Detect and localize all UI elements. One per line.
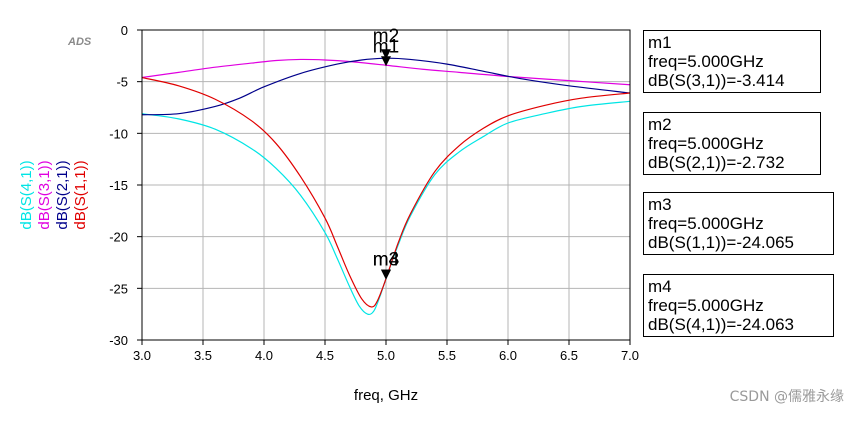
y-tick-label: -15 bbox=[109, 178, 128, 193]
marker-m2-freq: freq=5.000GHz bbox=[648, 134, 764, 153]
marker-m2-value: dB(S(2,1))=-2.732 bbox=[648, 153, 785, 172]
watermark: CSDN @儒雅永缘 bbox=[729, 389, 844, 405]
marker-m4-freq: freq=5.000GHz bbox=[648, 296, 764, 315]
series-line-db-s-2-1 bbox=[141, 57, 631, 116]
marker-triangle-m1 bbox=[381, 56, 391, 67]
series-line-db-s-1-1 bbox=[141, 76, 631, 308]
y-axis-label: dB(S(4,1)) bbox=[18, 160, 35, 229]
marker-box-m3: m3 freq=5.000GHz dB(S(1,1))=-24.065 bbox=[643, 192, 834, 255]
x-tick-label: 3.5 bbox=[194, 348, 212, 363]
y-axis-label: dB(S(2,1)) bbox=[54, 160, 71, 229]
x-tick-label: 6.5 bbox=[560, 348, 578, 363]
marker-m2-name: m2 bbox=[648, 115, 672, 134]
marker-label-m3: m3 bbox=[373, 250, 399, 271]
x-tick-label: 4.0 bbox=[255, 348, 273, 363]
marker-m3-freq: freq=5.000GHz bbox=[648, 214, 764, 233]
marker-m3-name: m3 bbox=[648, 195, 672, 214]
x-tick-label: 7.0 bbox=[621, 348, 639, 363]
marker-triangle-m2 bbox=[381, 49, 391, 60]
marker-m1-freq: freq=5.000GHz bbox=[648, 52, 764, 71]
marker-m4-value: dB(S(4,1))=-24.063 bbox=[648, 315, 794, 334]
marker-box-m1: m1 freq=5.000GHz dB(S(3,1))=-3.414 bbox=[643, 30, 821, 93]
series-line-db-s-4-1 bbox=[141, 100, 631, 316]
marker-triangle-m4 bbox=[381, 269, 391, 280]
y-tick-label: -25 bbox=[109, 281, 128, 296]
marker-m4-name: m4 bbox=[648, 277, 672, 296]
marker-box-m4: m4 freq=5.000GHz dB(S(4,1))=-24.063 bbox=[643, 274, 834, 337]
y-tick-label: -10 bbox=[109, 126, 128, 141]
series-line-db-s-3-1 bbox=[141, 58, 631, 86]
ads-logo-label: ADS bbox=[68, 36, 92, 48]
y-tick-label: -5 bbox=[116, 75, 128, 90]
x-tick-label: 5.0 bbox=[377, 348, 395, 363]
x-tick-label: 6.0 bbox=[499, 348, 517, 363]
y-axis-label: dB(S(1,1)) bbox=[72, 160, 89, 229]
y-axis-label: dB(S(3,1)) bbox=[36, 160, 53, 229]
marker-m3-value: dB(S(1,1))=-24.065 bbox=[648, 233, 794, 252]
marker-label-m1: m1 bbox=[373, 36, 399, 57]
y-tick-label: -30 bbox=[109, 333, 128, 348]
x-tick-label: 4.5 bbox=[316, 348, 334, 363]
marker-label-m2: m2 bbox=[373, 26, 399, 47]
marker-m1-name: m1 bbox=[648, 33, 672, 52]
x-axis-title: freq, GHz bbox=[354, 387, 418, 404]
marker-box-m2: m2 freq=5.000GHz dB(S(2,1))=-2.732 bbox=[643, 112, 821, 175]
x-tick-label: 3.0 bbox=[133, 348, 151, 363]
plot-frame bbox=[141, 29, 631, 341]
x-tick-label: 5.5 bbox=[438, 348, 456, 363]
y-tick-label: -20 bbox=[109, 230, 128, 245]
marker-label-m4: m4 bbox=[373, 250, 400, 271]
y-tick-label: 0 bbox=[121, 23, 128, 38]
marker-m1-value: dB(S(3,1))=-3.414 bbox=[648, 71, 785, 90]
